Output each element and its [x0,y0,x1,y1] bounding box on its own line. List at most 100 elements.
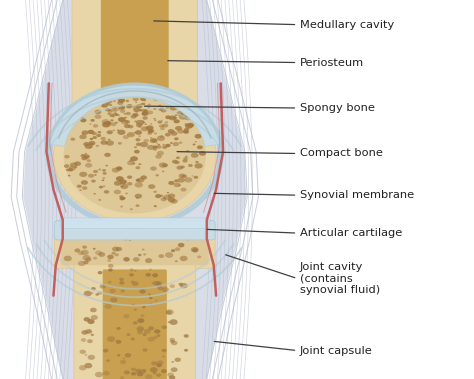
Ellipse shape [82,246,87,249]
Ellipse shape [71,138,75,141]
Ellipse shape [154,119,157,121]
Ellipse shape [89,141,95,146]
Ellipse shape [112,106,117,110]
Ellipse shape [155,194,161,198]
Ellipse shape [135,194,142,199]
Ellipse shape [154,329,160,334]
Ellipse shape [142,114,145,115]
Ellipse shape [102,177,105,179]
Ellipse shape [104,153,111,157]
Ellipse shape [118,117,126,122]
Ellipse shape [82,130,89,135]
Ellipse shape [117,114,120,116]
Ellipse shape [134,132,136,133]
Ellipse shape [124,113,126,114]
Ellipse shape [98,271,102,274]
Ellipse shape [125,120,130,124]
Ellipse shape [108,110,112,113]
Ellipse shape [134,150,140,153]
Ellipse shape [121,100,124,102]
Ellipse shape [136,143,141,146]
Ellipse shape [182,130,188,133]
Ellipse shape [170,284,175,288]
Ellipse shape [162,171,164,172]
Ellipse shape [91,334,94,336]
Ellipse shape [176,111,184,116]
Ellipse shape [152,273,158,277]
Ellipse shape [135,102,137,103]
Ellipse shape [91,315,98,320]
Ellipse shape [107,255,114,259]
Ellipse shape [145,258,152,263]
Ellipse shape [127,160,135,165]
Ellipse shape [90,308,97,312]
Ellipse shape [95,372,103,377]
Ellipse shape [107,103,111,106]
Ellipse shape [82,186,87,190]
Ellipse shape [124,117,127,119]
Ellipse shape [150,138,157,143]
Ellipse shape [108,281,111,283]
Ellipse shape [81,180,88,185]
Ellipse shape [137,318,145,323]
Ellipse shape [184,177,192,183]
Ellipse shape [92,136,97,139]
Ellipse shape [153,148,157,151]
Ellipse shape [98,252,105,257]
Ellipse shape [148,129,154,133]
Ellipse shape [143,121,146,123]
Ellipse shape [69,166,76,171]
Ellipse shape [183,130,189,134]
Ellipse shape [112,116,115,117]
Ellipse shape [136,204,139,207]
Ellipse shape [126,112,131,115]
Ellipse shape [154,132,157,135]
Text: Medullary cavity: Medullary cavity [300,20,394,30]
Ellipse shape [119,281,125,285]
Ellipse shape [162,144,165,146]
Ellipse shape [151,361,157,365]
Polygon shape [23,0,246,379]
Ellipse shape [134,270,137,272]
Ellipse shape [184,128,189,131]
Ellipse shape [83,142,90,146]
Ellipse shape [143,253,146,255]
Text: Synovial membrane: Synovial membrane [300,190,414,200]
Ellipse shape [78,251,84,255]
Ellipse shape [171,249,175,252]
Ellipse shape [137,372,143,376]
Ellipse shape [153,146,158,149]
Ellipse shape [100,284,106,289]
Ellipse shape [183,334,189,338]
Ellipse shape [154,118,155,119]
Ellipse shape [106,121,111,125]
Ellipse shape [165,121,168,123]
Ellipse shape [169,116,176,121]
Ellipse shape [156,334,161,337]
Ellipse shape [127,175,132,179]
Ellipse shape [108,268,113,272]
FancyBboxPatch shape [72,0,198,123]
Ellipse shape [103,121,108,124]
Ellipse shape [138,135,141,137]
Ellipse shape [184,349,188,352]
Ellipse shape [127,104,132,107]
Ellipse shape [68,168,73,171]
Ellipse shape [146,127,149,129]
Ellipse shape [188,164,193,167]
Ellipse shape [192,248,198,252]
Ellipse shape [110,119,114,122]
Ellipse shape [109,114,115,117]
Ellipse shape [195,161,199,163]
Ellipse shape [140,142,148,147]
Ellipse shape [81,117,84,119]
Ellipse shape [167,373,174,377]
Ellipse shape [186,239,189,241]
Ellipse shape [175,247,180,251]
Ellipse shape [141,112,146,115]
Ellipse shape [141,120,144,122]
Ellipse shape [90,146,92,148]
Ellipse shape [129,273,134,277]
Ellipse shape [138,125,141,127]
Ellipse shape [95,293,99,296]
